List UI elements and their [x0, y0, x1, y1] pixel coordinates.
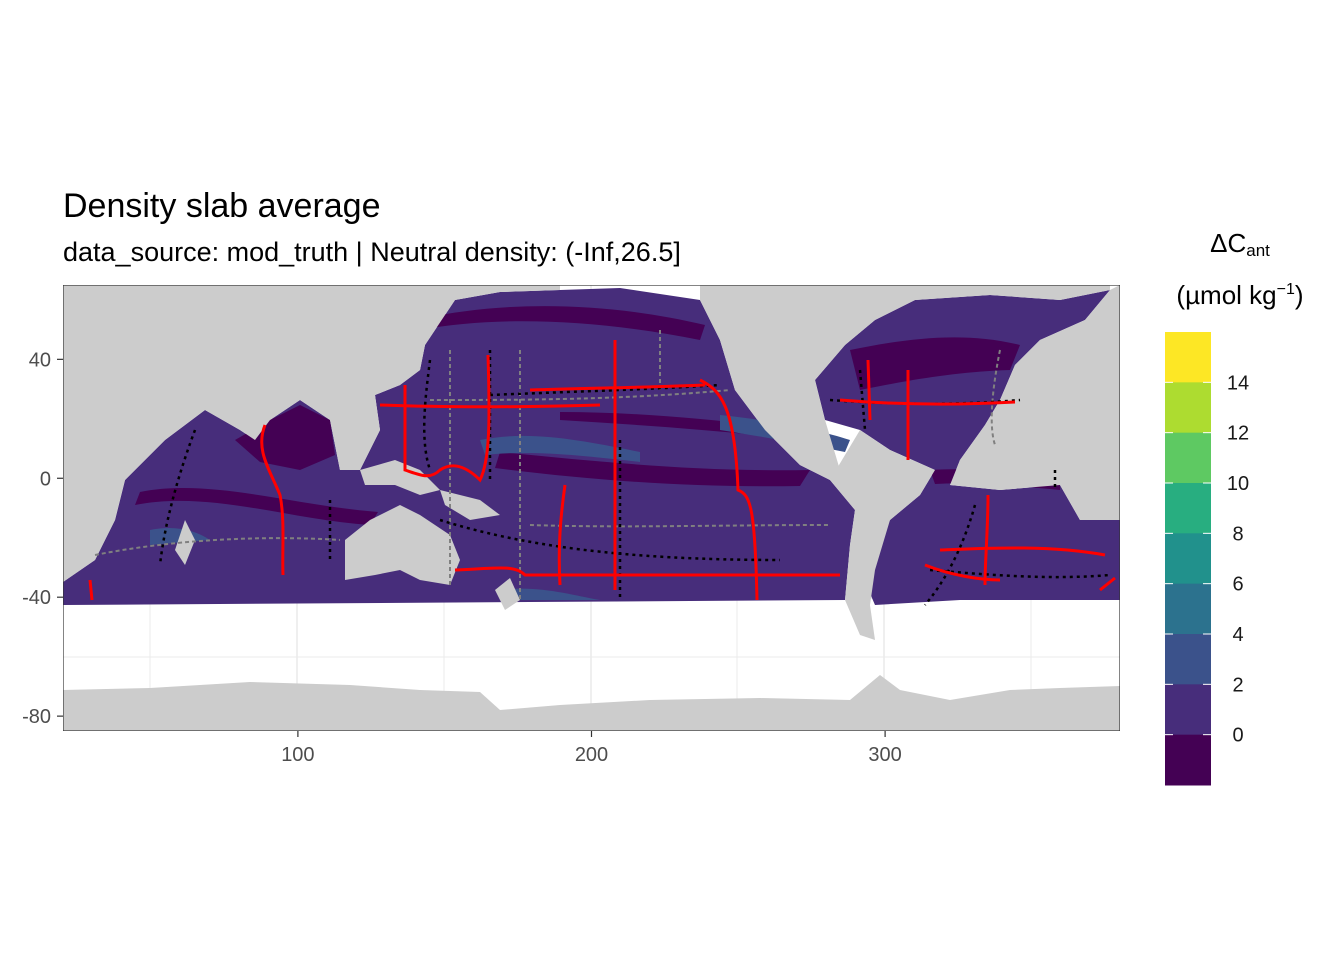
legend-label-2: 10: [1227, 473, 1249, 495]
legend-label-0: 14: [1227, 372, 1249, 394]
y-tick-label-3: -80: [22, 706, 51, 728]
legend-bin-1: [1165, 382, 1211, 434]
legend-bin-0: [1165, 332, 1211, 383]
chart-title: Density slab average: [63, 187, 381, 225]
legend-bin-8: [1165, 734, 1211, 786]
x-tick-label-0: 100: [281, 744, 314, 766]
y-tick-label-1: 0: [40, 468, 51, 490]
x-tick-label-1: 200: [575, 744, 608, 766]
legend-unit-superscript: −1: [1276, 281, 1295, 298]
land-masses: [63, 285, 1120, 731]
legend-label-3: 8: [1232, 523, 1243, 545]
color-legend-labels: 14 12 10 8 6 4 2 0: [1165, 372, 1249, 747]
legend-label-4: 6: [1232, 574, 1243, 596]
x-axis: 100 200 300: [281, 731, 902, 766]
legend-unit: (µmol kg−1): [1150, 280, 1330, 311]
tracks-tertiary: [94, 330, 1001, 600]
legend-bin-5: [1165, 583, 1211, 635]
legend-unit-prefix: (µmol kg: [1176, 280, 1277, 310]
legend-label-7: 0: [1232, 725, 1243, 747]
y-axis: 40 0 -40 -80: [22, 349, 63, 728]
legend-bin-7: [1165, 684, 1211, 736]
chart-subtitle: data_source: mod_truth | Neutral density…: [63, 237, 681, 267]
legend-title-main: ΔC: [1210, 228, 1247, 258]
legend-label-6: 2: [1232, 674, 1243, 696]
legend-label-1: 12: [1227, 423, 1249, 445]
x-tick-label-2: 300: [868, 744, 901, 766]
legend-bin-2: [1165, 432, 1211, 484]
legend-title-subscript: ant: [1246, 241, 1270, 260]
y-tick-label-2: -40: [22, 587, 51, 609]
legend-label-5: 4: [1232, 624, 1243, 646]
color-legend-bar: [1165, 332, 1211, 786]
tracks-primary: [88, 340, 1116, 601]
legend-unit-suffix: ): [1294, 280, 1304, 310]
legend-title: ΔCant: [1150, 228, 1330, 261]
legend-bin-6: [1165, 634, 1211, 685]
legend-bin-4: [1165, 533, 1211, 585]
y-tick-label-0: 40: [29, 349, 51, 371]
legend-bin-3: [1165, 483, 1211, 534]
